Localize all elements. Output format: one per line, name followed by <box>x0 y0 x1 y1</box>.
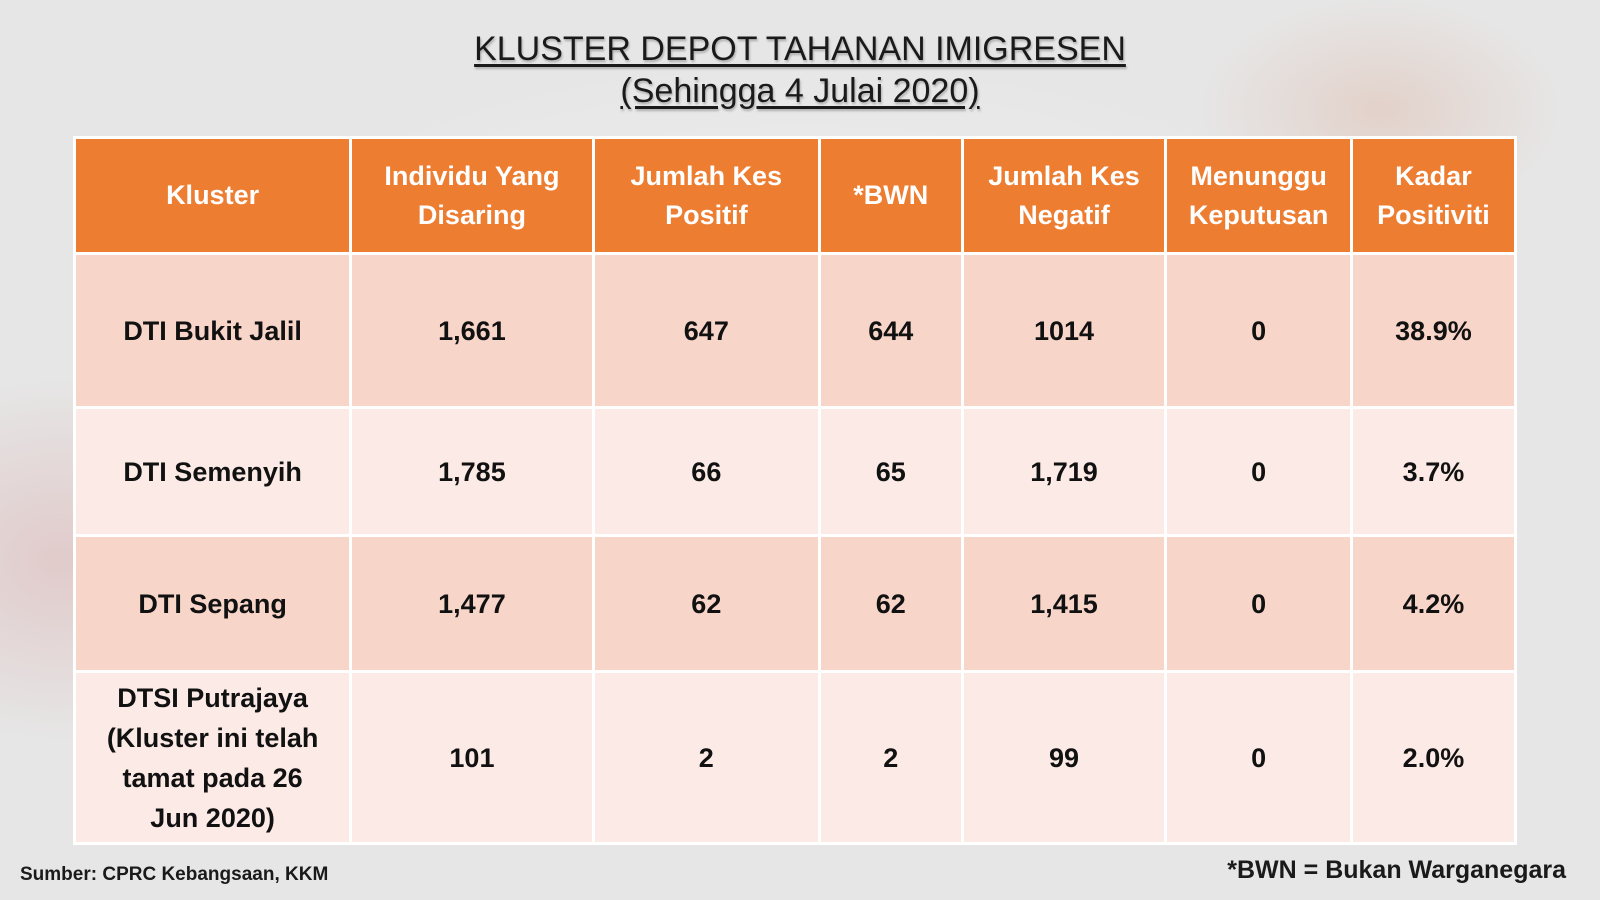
cell-kadar-positiviti: 4.2% <box>1349 534 1518 673</box>
cell-menunggu-keputusan: 0 <box>1164 252 1353 409</box>
table-row: DTI Bukit Jalil 1,661 647 644 1014 0 38.… <box>72 252 1518 409</box>
title-line-2: (Sehingga 4 Julai 2020) <box>620 72 980 110</box>
cell-bwn: 62 <box>817 534 964 673</box>
bwn-footnote: *BWN = Bukan Warganegara <box>1227 856 1566 884</box>
header-bwn: *BWN <box>817 136 964 255</box>
cell-bwn: 2 <box>817 670 964 845</box>
cell-kluster-line: (Kluster ini telah <box>106 722 319 753</box>
header-kes-negatif: Jumlah Kes Negatif <box>960 136 1168 255</box>
cell-kadar-positiviti: 38.9% <box>1349 252 1518 409</box>
table-row: DTI Semenyih 1,785 66 65 1,719 0 3.7% <box>72 406 1518 537</box>
cell-kes-negatif: 99 <box>960 670 1168 845</box>
cell-kluster-line: Jun 2020) <box>150 802 275 833</box>
cell-kadar-positiviti: 3.7% <box>1349 406 1518 537</box>
cell-menunggu-keputusan: 0 <box>1164 534 1353 673</box>
cell-kluster-line: tamat pada 26 <box>122 762 303 793</box>
source-note: Sumber: CPRC Kebangsaan, KKM <box>20 864 329 885</box>
header-individu-disaring: Individu Yang Disaring <box>349 136 595 255</box>
page-title: KLUSTER DEPOT TAHANAN IMIGRESEN (Sehingg… <box>0 28 1600 112</box>
cell-individu-disaring: 1,785 <box>349 406 595 537</box>
cell-menunggu-keputusan: 0 <box>1164 406 1353 537</box>
cell-individu-disaring: 101 <box>349 670 595 845</box>
cell-individu-disaring: 1,661 <box>349 252 595 409</box>
header-kadar-positiviti: Kadar Positiviti <box>1349 136 1518 255</box>
cell-kes-positif: 2 <box>591 670 821 845</box>
cell-kes-positif: 62 <box>591 534 821 673</box>
cell-kes-positif: 647 <box>591 252 821 409</box>
header-kes-positif: Jumlah Kes Positif <box>591 136 821 255</box>
cell-kadar-positiviti: 2.0% <box>1349 670 1518 845</box>
cell-kluster: DTI Bukit Jalil <box>72 252 353 409</box>
cell-kluster-line: DTSI Putrajaya <box>117 682 308 713</box>
cell-kes-negatif: 1,415 <box>960 534 1168 673</box>
header-kluster: Kluster <box>72 136 353 255</box>
cell-bwn: 644 <box>817 252 964 409</box>
cell-kluster: DTSI Putrajaya (Kluster ini telah tamat … <box>72 670 353 845</box>
cell-kluster: DTI Semenyih <box>72 406 353 537</box>
cell-kluster: DTI Sepang <box>72 534 353 673</box>
table-row: DTI Sepang 1,477 62 62 1,415 0 4.2% <box>72 534 1518 673</box>
cell-individu-disaring: 1,477 <box>349 534 595 673</box>
title-line-1: KLUSTER DEPOT TAHANAN IMIGRESEN <box>474 30 1126 68</box>
header-menunggu-keputusan: Menunggu Keputusan <box>1164 136 1353 255</box>
cell-bwn: 65 <box>817 406 964 537</box>
cell-kes-negatif: 1,719 <box>960 406 1168 537</box>
cell-kes-negatif: 1014 <box>960 252 1168 409</box>
cluster-table: Kluster Individu Yang Disaring Jumlah Ke… <box>72 136 1518 845</box>
cell-menunggu-keputusan: 0 <box>1164 670 1353 845</box>
table-header-row: Kluster Individu Yang Disaring Jumlah Ke… <box>72 136 1518 255</box>
table-row: DTSI Putrajaya (Kluster ini telah tamat … <box>72 670 1518 845</box>
cell-kes-positif: 66 <box>591 406 821 537</box>
